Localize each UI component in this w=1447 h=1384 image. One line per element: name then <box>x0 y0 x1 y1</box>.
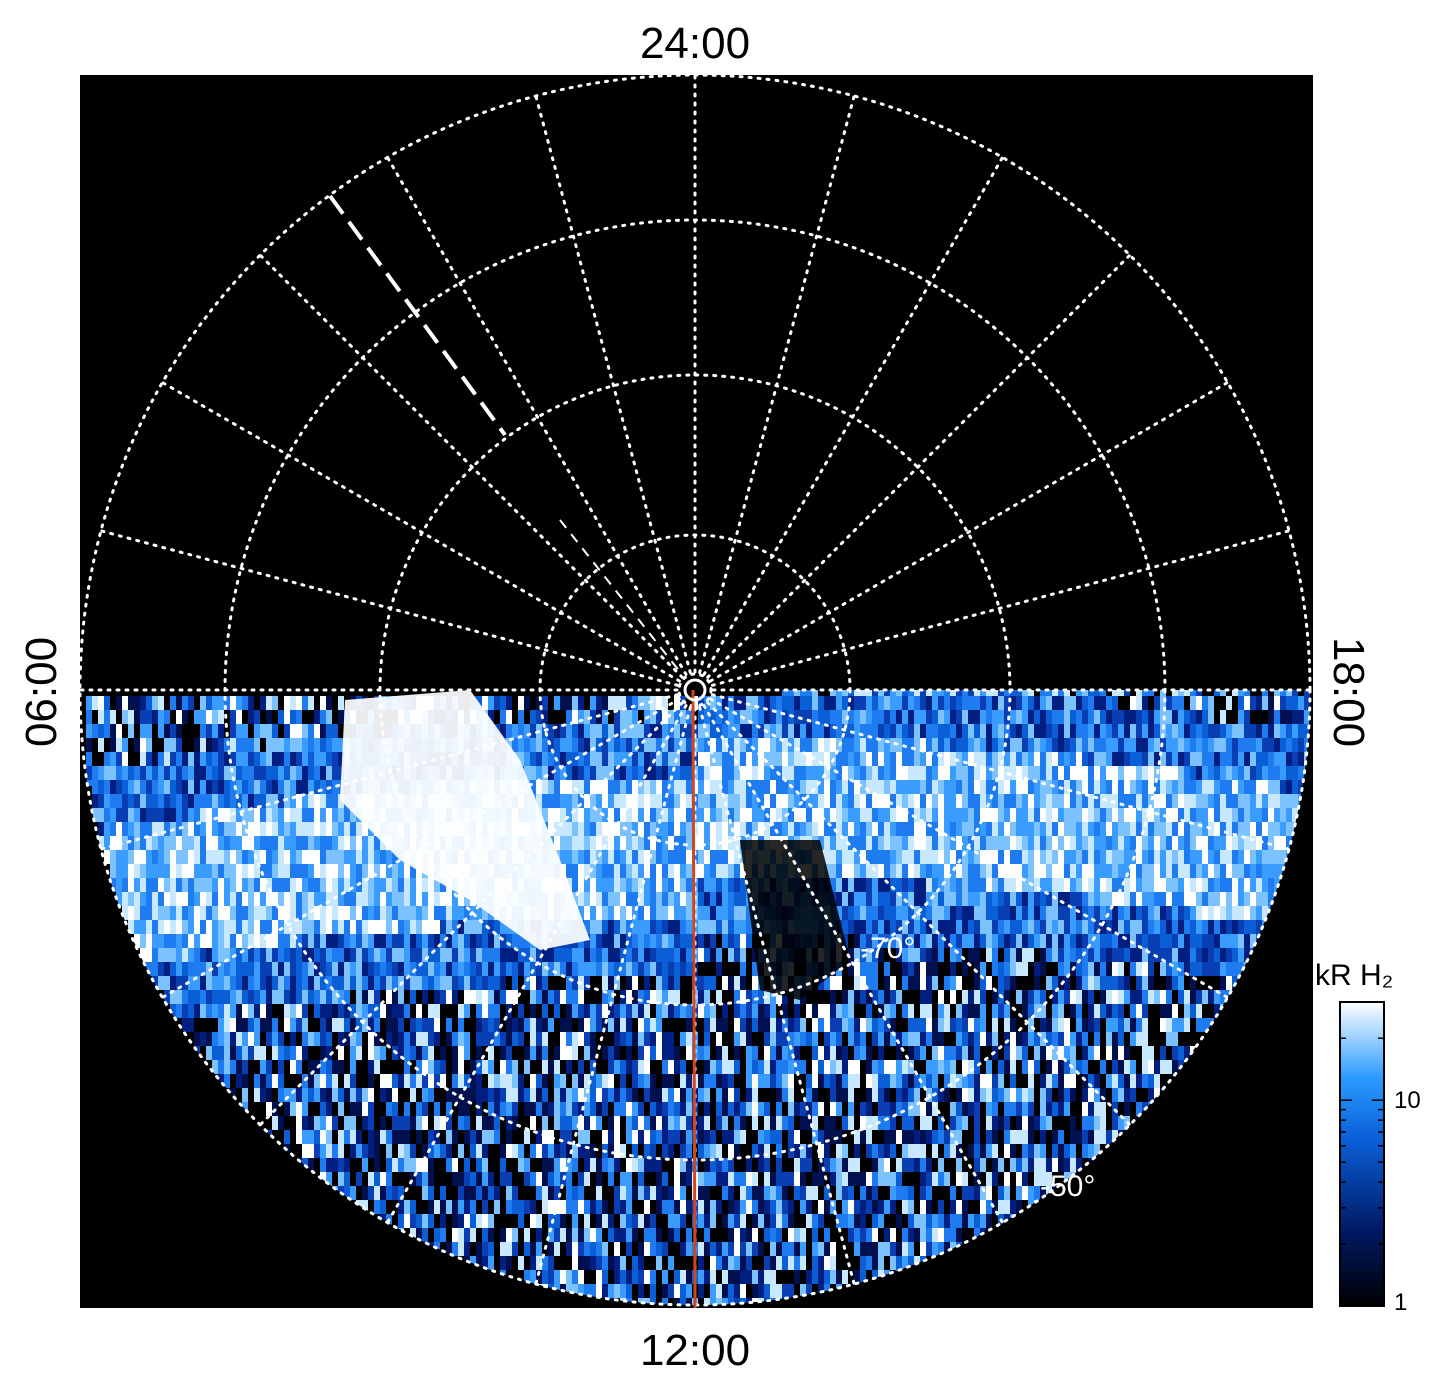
local-time-label-left: 06:00 <box>17 637 66 747</box>
local-time-meridian <box>258 701 684 1127</box>
local-time-meridian <box>706 253 1132 679</box>
reference-dashed-line-inner <box>559 519 681 673</box>
local-time-meridian <box>710 693 1291 851</box>
local-time-meridian <box>258 253 684 679</box>
local-time-meridian <box>534 94 692 675</box>
local-time-meridian <box>706 701 1132 1127</box>
local-time-label-bottom: 12:00 <box>640 1326 750 1375</box>
colorbar-title: kR H₂ <box>1315 959 1393 992</box>
local-time-label-top: 24:00 <box>640 19 750 68</box>
latitude-label-70: -70° <box>860 932 915 965</box>
reference-dashed-line <box>328 194 507 437</box>
local-time-meridian <box>702 155 1004 676</box>
local-time-meridian <box>709 697 1230 999</box>
local-time-meridian <box>702 704 1004 1225</box>
local-time-meridian <box>709 381 1230 683</box>
local-time-meridian <box>698 705 856 1286</box>
local-time-meridian <box>386 155 688 676</box>
pole-marker <box>683 678 707 702</box>
local-time-label-right: 18:00 <box>1324 637 1373 747</box>
pole-circle <box>677 672 713 708</box>
local-time-meridian <box>160 381 681 683</box>
colorbar-tick-label-10: 10 <box>1394 1087 1421 1114</box>
local-time-meridian <box>160 697 681 999</box>
local-time-meridian <box>698 94 856 675</box>
colorbar-tick-label-1: 1 <box>1394 1289 1407 1316</box>
local-time-meridian <box>386 704 688 1225</box>
colorbar-gradient <box>1339 1001 1385 1307</box>
auroral-emission-map <box>86 690 1310 1305</box>
local-time-meridian <box>99 693 680 851</box>
latitude-label-50: -50° <box>1040 1170 1095 1203</box>
noon-meridian-line <box>691 689 697 1309</box>
local-time-meridian <box>534 705 692 1286</box>
colorbar: kR H₂ 10 1 <box>1315 959 1421 1316</box>
local-time-meridian <box>710 529 1291 687</box>
local-time-meridian <box>99 529 680 687</box>
